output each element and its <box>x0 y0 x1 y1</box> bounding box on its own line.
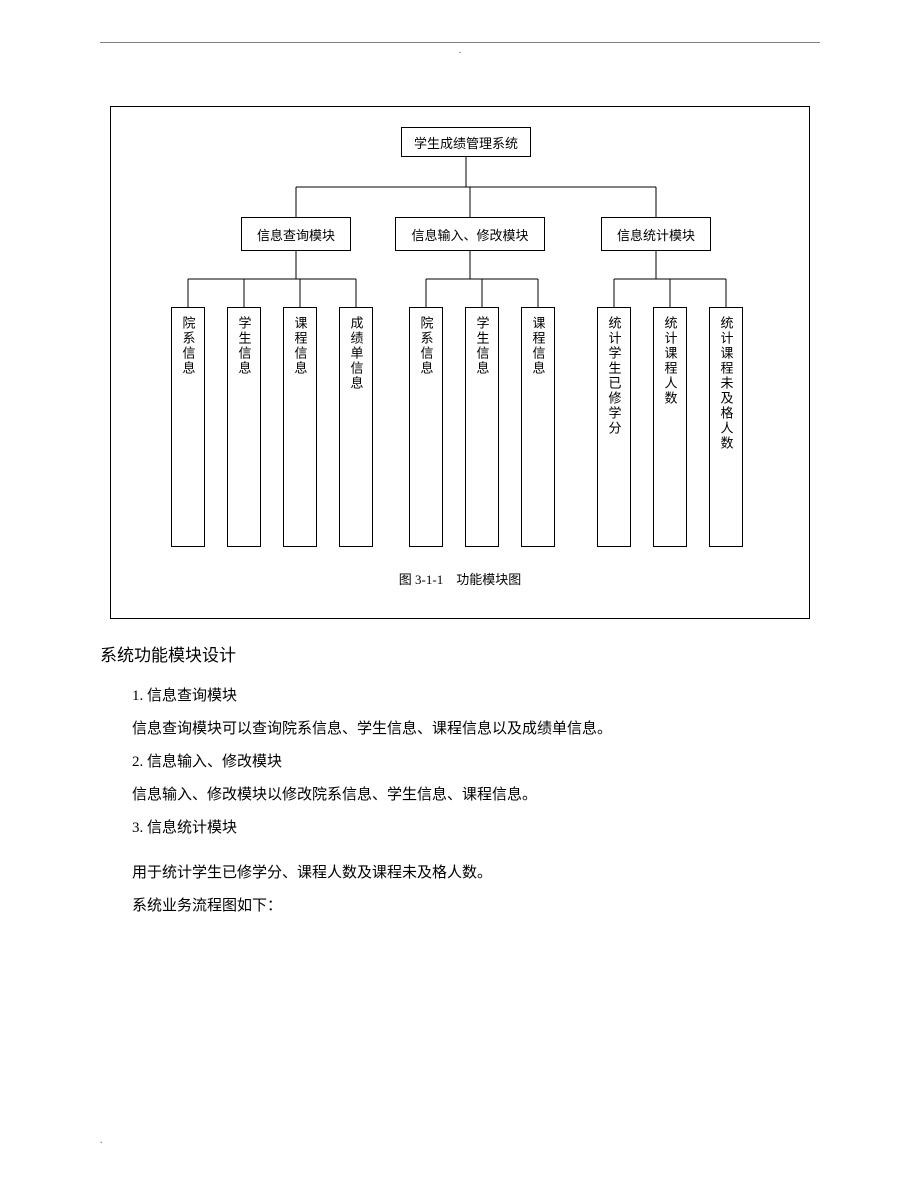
leaf-node: 课程信息 <box>283 307 317 547</box>
para-2: 信息查询模块可以查询院系信息、学生信息、课程信息以及成绩单信息。 <box>132 713 820 746</box>
header-rule <box>100 42 820 43</box>
header-mark: . <box>100 45 820 56</box>
root-node: 学生成绩管理系统 <box>401 127 531 157</box>
leaf-node: 课程信息 <box>521 307 555 547</box>
level2-node-input: 信息输入、修改模块 <box>395 217 545 251</box>
diagram-caption: 图 3-1-1 功能模块图 <box>131 569 789 588</box>
para-5: 3. 信息统计模块 <box>132 812 820 845</box>
leaf-node: 统计课程未及格人数 <box>709 307 743 547</box>
para-3: 2. 信息输入、修改模块 <box>132 746 820 779</box>
tree-diagram: 学生成绩管理系统信息查询模块信息输入、修改模块信息统计模块院系信息学生信息课程信… <box>131 127 791 557</box>
leaf-node: 成绩单信息 <box>339 307 373 547</box>
body-text: 1. 信息查询模块 信息查询模块可以查询院系信息、学生信息、课程信息以及成绩单信… <box>132 680 820 923</box>
footer-mark: . <box>100 1135 103 1146</box>
leaf-node: 院系信息 <box>409 307 443 547</box>
leaf-node: 院系信息 <box>171 307 205 547</box>
leaf-node: 学生信息 <box>465 307 499 547</box>
leaf-node: 统计课程人数 <box>653 307 687 547</box>
para-1: 1. 信息查询模块 <box>132 680 820 713</box>
page: . 学生成绩管理系统信息查询模块信息输入、修改模块信息统计模块院系信息学生信息课… <box>0 0 920 1192</box>
level2-node-stats: 信息统计模块 <box>601 217 711 251</box>
level2-node-query: 信息查询模块 <box>241 217 351 251</box>
para-4: 信息输入、修改模块以修改院系信息、学生信息、课程信息。 <box>132 779 820 812</box>
leaf-node: 学生信息 <box>227 307 261 547</box>
leaf-node: 统计学生已修学分 <box>597 307 631 547</box>
section-title: 系统功能模块设计 <box>100 641 820 666</box>
para-7: 系统业务流程图如下： <box>132 890 820 923</box>
diagram-frame: 学生成绩管理系统信息查询模块信息输入、修改模块信息统计模块院系信息学生信息课程信… <box>110 106 810 619</box>
para-6: 用于统计学生已修学分、课程人数及课程未及格人数。 <box>132 857 820 890</box>
